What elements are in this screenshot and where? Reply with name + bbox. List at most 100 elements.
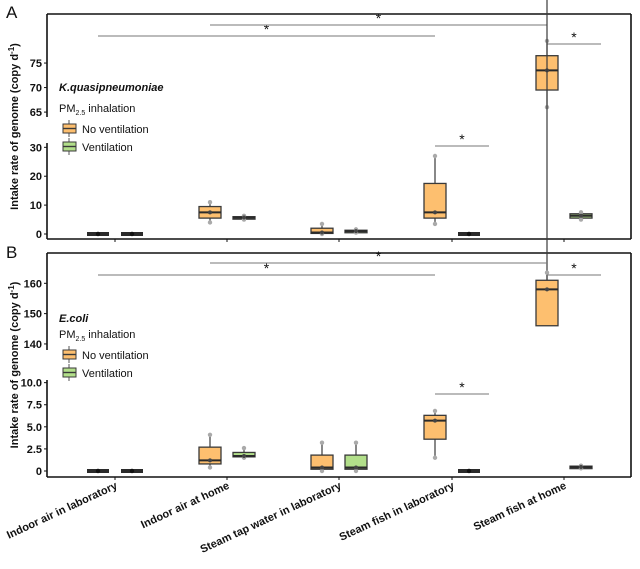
box-ventilation <box>458 231 480 237</box>
outlier-point <box>207 432 213 437</box>
outlier-point <box>207 200 213 205</box>
outlier-point <box>353 440 359 445</box>
box-ventilation <box>121 231 143 237</box>
y-tick-label: 30 <box>30 142 42 154</box>
box-ventilation <box>344 440 368 474</box>
y-tick-label: 150 <box>24 309 42 321</box>
y-tick-label: 5.0 <box>27 422 42 434</box>
box-no-ventilation <box>198 432 222 470</box>
box-ventilation <box>121 468 143 474</box>
outlier-point <box>432 153 438 159</box>
species-label: E.coli <box>59 313 89 325</box>
legend-label: No ventilation <box>82 350 149 362</box>
y-axis-label: Intake rate of genome (copy d-1) <box>7 43 22 210</box>
median-point <box>208 210 212 215</box>
significance-star: * <box>264 21 270 37</box>
x-tick-label: Steam fish in laboratory <box>338 479 457 543</box>
box-no-ventilation <box>423 153 447 227</box>
y-tick-label: 10.0 <box>21 378 42 390</box>
legend-title: PM2.5 inhalation <box>59 329 135 343</box>
x-tick-label: Steam fish at home <box>472 480 568 534</box>
y-tick-label: 10 <box>30 200 42 212</box>
outlier-point <box>319 221 325 227</box>
legend-label: No ventilation <box>82 124 149 136</box>
significance-star: * <box>459 131 465 147</box>
box-iqr <box>535 279 559 327</box>
box-no-ventilation <box>535 0 559 327</box>
panel-a: 0 10 20 30 65 70 75 Intake rate of genome (copy… <box>6 3 632 242</box>
box-point <box>466 468 472 474</box>
median-point <box>208 458 212 463</box>
outlier-point <box>578 210 584 215</box>
box-point <box>129 231 135 237</box>
box-ventilation <box>458 468 480 474</box>
box-ventilation <box>569 210 593 222</box>
y-tick-label: 65 <box>30 107 42 119</box>
box-no-ventilation <box>198 200 222 225</box>
median-point <box>433 210 437 215</box>
box-ventilation <box>344 227 368 235</box>
box-no-ventilation <box>310 221 334 237</box>
significance-star: * <box>376 248 382 264</box>
significance-star: * <box>571 260 577 276</box>
y-axis-label: Intake rate of genome (copy d-1) <box>7 281 22 448</box>
box-ventilation <box>232 213 256 222</box>
outlier-point <box>578 217 584 222</box>
significance-star: * <box>459 379 465 395</box>
y-tick-label: 0 <box>36 466 42 478</box>
box-point <box>129 468 135 474</box>
outlier-point <box>432 455 438 460</box>
median-point <box>354 465 358 470</box>
outlier-point <box>319 468 325 474</box>
box-ventilation <box>569 463 593 471</box>
box-point <box>95 231 101 237</box>
outlier-point <box>319 440 325 445</box>
outlier-point <box>432 408 438 414</box>
box-no-ventilation <box>423 408 447 460</box>
panel-letter: B <box>6 243 17 262</box>
outlier-point <box>353 468 359 474</box>
median-point <box>320 465 324 470</box>
median-point <box>579 213 583 218</box>
box-point <box>466 231 472 237</box>
legend-entry: Ventilation <box>62 138 133 155</box>
legend-label: Ventilation <box>82 368 133 380</box>
significance-star: * <box>376 10 382 26</box>
median-point <box>433 418 437 423</box>
median-point <box>579 465 583 470</box>
y-tick-label: 75 <box>30 58 42 70</box>
y-tick-label: 0 <box>36 229 42 241</box>
box-no-ventilation <box>87 468 109 474</box>
y-tick-label: 160 <box>24 278 42 290</box>
y-tick-label: 20 <box>30 171 42 183</box>
median-point <box>354 229 358 234</box>
legend-entry: Ventilation <box>62 364 133 381</box>
y-tick-label: 70 <box>30 83 42 95</box>
y-tick-label: 7.5 <box>27 400 42 412</box>
y-tick-label: 140 <box>24 339 42 351</box>
median-point <box>320 230 324 235</box>
box-no-ventilation <box>87 231 109 237</box>
significance-star: * <box>571 29 577 45</box>
x-tick-label: Indoor air in laboratory <box>5 479 120 541</box>
panel-letter: A <box>6 3 18 22</box>
median-point <box>242 215 246 220</box>
legend-entry: No ventilation <box>62 346 149 363</box>
box-iqr <box>423 182 447 219</box>
outlier-point <box>207 220 213 225</box>
outlier-point <box>241 445 247 451</box>
legend-entry: No ventilation <box>62 120 149 137</box>
legend-title: PM2.5 inhalation <box>59 103 135 117</box>
x-tick-label: Indoor air at home <box>139 480 231 531</box>
median-point <box>545 287 549 292</box>
significance-star: * <box>264 260 270 276</box>
box-point <box>95 468 101 474</box>
species-label: K.quasipneumoniae <box>59 82 164 94</box>
box-no-ventilation <box>310 440 334 474</box>
outlier-point <box>432 221 438 227</box>
x-axis-labels: Indoor air in laboratory Indoor air at ho… <box>5 479 568 555</box>
legend-label: Ventilation <box>82 142 133 154</box>
outlier-point <box>544 270 550 275</box>
